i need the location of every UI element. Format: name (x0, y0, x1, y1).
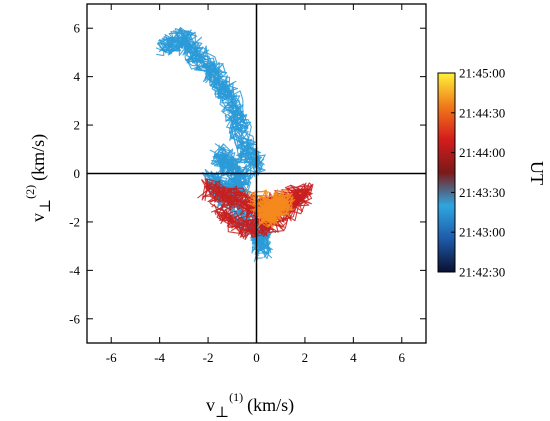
trajectory-line (203, 183, 314, 241)
y-axis-label-base: v (28, 213, 48, 222)
trajectory-line (159, 29, 259, 180)
x-axis-label-sup: (1) (229, 390, 243, 404)
colorbar-tick-label: 21:43:30 (459, 185, 505, 200)
x-tick-label: -2 (203, 350, 214, 365)
y-tick-label: 6 (74, 21, 81, 36)
x-tick-label: 4 (350, 350, 357, 365)
trajectory-line (247, 189, 287, 222)
colorbar-tick-label: 21:43:00 (459, 225, 505, 240)
colorbar-tick-label: 21:42:30 (459, 265, 505, 280)
y-axis-label-sup: (2) (23, 185, 37, 199)
x-tick-label: -4 (154, 350, 165, 365)
x-axis-label-base: v (206, 395, 215, 415)
colorbar (437, 72, 456, 273)
y-tick-label: 2 (74, 118, 81, 133)
y-tick-label: 0 (74, 166, 81, 181)
y-axis-label: v⊥(2) (km/s) (23, 134, 54, 222)
y-tick-label: -6 (69, 311, 80, 326)
colorbar-label: UT (527, 161, 547, 185)
colorbar-tick-label: 21:44:00 (459, 145, 505, 160)
x-axis-label: v⊥(1) (km/s) (206, 390, 294, 421)
x-tick-label: 0 (253, 350, 260, 365)
x-tick-label: -6 (106, 350, 117, 365)
y-ticks: -6 -4 -2 0 2 4 6 (69, 21, 426, 326)
x-tick-label: 6 (399, 350, 406, 365)
y-axis-label-unit: (km/s) (28, 134, 49, 181)
y-axis-label-sub: ⊥ (38, 199, 54, 213)
y-tick-label: -4 (69, 263, 80, 278)
x-tick-label: 2 (302, 350, 309, 365)
trajectory-line (206, 151, 271, 255)
y-tick-label: 4 (74, 69, 81, 84)
colorbar-tick-label: 21:44:30 (459, 105, 505, 120)
colorbar-ticks: 21:42:30 21:43:00 21:43:30 21:44:00 21:44:30… (451, 66, 505, 280)
x-ticks: -6 -4 -2 0 2 4 6 (106, 4, 406, 365)
x-axis-label-unit: (km/s) (247, 395, 294, 416)
x-axis-label-sub: ⊥ (215, 405, 229, 421)
y-tick-label: -2 (69, 214, 80, 229)
trajectory (155, 26, 314, 262)
colorbar-tick-label: 21:45:00 (459, 66, 505, 81)
